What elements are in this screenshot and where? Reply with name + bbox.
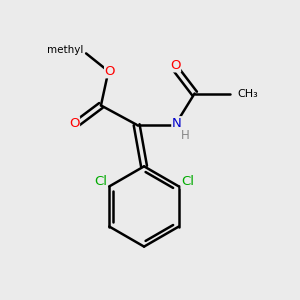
Text: methyl: methyl: [47, 45, 83, 56]
Text: Cl: Cl: [94, 176, 107, 188]
Text: CH₃: CH₃: [238, 88, 258, 98]
Text: O: O: [69, 117, 80, 130]
Text: N: N: [172, 117, 182, 130]
Text: H: H: [181, 129, 190, 142]
Text: Cl: Cl: [181, 176, 194, 188]
Text: O: O: [105, 65, 115, 78]
Text: O: O: [170, 59, 181, 72]
